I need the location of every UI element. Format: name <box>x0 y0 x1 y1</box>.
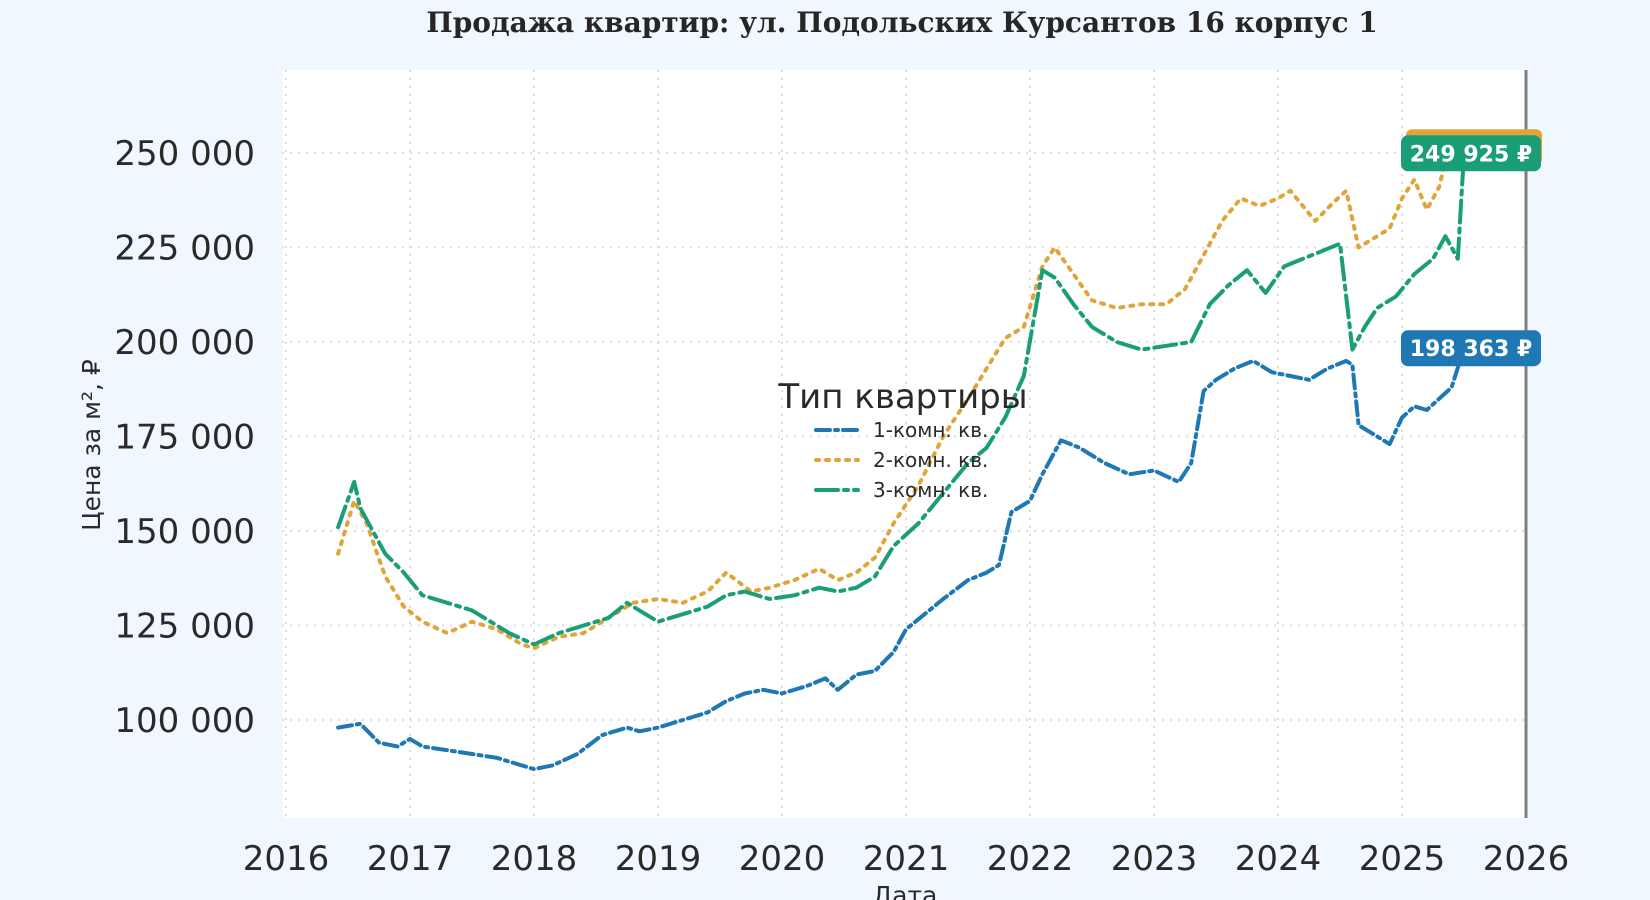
y-tick-label: 200 000 <box>114 323 255 363</box>
x-tick-label: 2016 <box>243 839 330 879</box>
series-line-3 <box>336 151 1466 647</box>
x-tick-label: 2020 <box>739 839 826 879</box>
chart-title: Продажа квартир: ул. Подольских Курсанто… <box>426 6 1377 39</box>
legend-label: 1-комн. кв. <box>873 418 988 442</box>
x-tick-label: 2026 <box>1483 839 1570 879</box>
end-badge <box>1401 135 1541 172</box>
x-tick-label: 2023 <box>1111 839 1198 879</box>
y-tick-label: 225 000 <box>114 229 255 269</box>
end-badge-value: 249 925 ₽ <box>1410 142 1532 167</box>
x-tick-label: 2021 <box>863 839 950 879</box>
end-badge <box>1401 330 1541 367</box>
x-tick-label: 2019 <box>615 839 702 879</box>
legend-title: Тип квартиры <box>777 377 1027 417</box>
x-tick-label: 2022 <box>987 839 1074 879</box>
x-axis-label: Дата <box>873 881 938 900</box>
y-tick-label: 150 000 <box>114 512 255 552</box>
x-tick-label: 2024 <box>1235 839 1322 879</box>
y-tick-label: 175 000 <box>114 418 255 458</box>
legend-label: 2-комн. кв. <box>873 448 988 472</box>
y-tick-label: 100 000 <box>114 701 255 741</box>
y-axis-label: Цена за м², ₽ <box>77 359 106 531</box>
series-line-2 <box>336 132 1466 651</box>
y-axis-ticks: 100 000 125 000 150 000 175 000 200 000 225 0… <box>114 134 255 741</box>
plot-area <box>282 70 1526 818</box>
series-layer <box>336 132 1466 772</box>
y-tick-label: 125 000 <box>114 607 255 647</box>
x-tick-label: 2017 <box>367 839 454 879</box>
end-badges: 249 925 ₽ 198 363 ₽ <box>1401 129 1542 367</box>
x-axis-ticks: 2016 2017 2018 2019 2020 2021 2022 2023 2024 2025… <box>243 839 1570 879</box>
legend-label: 3-комн. кв. <box>873 478 988 502</box>
x-tick-label: 2025 <box>1359 839 1446 879</box>
y-tick-label: 250 000 <box>114 134 255 174</box>
series-line-1 <box>336 346 1466 772</box>
x-tick-label: 2018 <box>491 839 578 879</box>
end-badge-value: 198 363 ₽ <box>1410 337 1532 362</box>
